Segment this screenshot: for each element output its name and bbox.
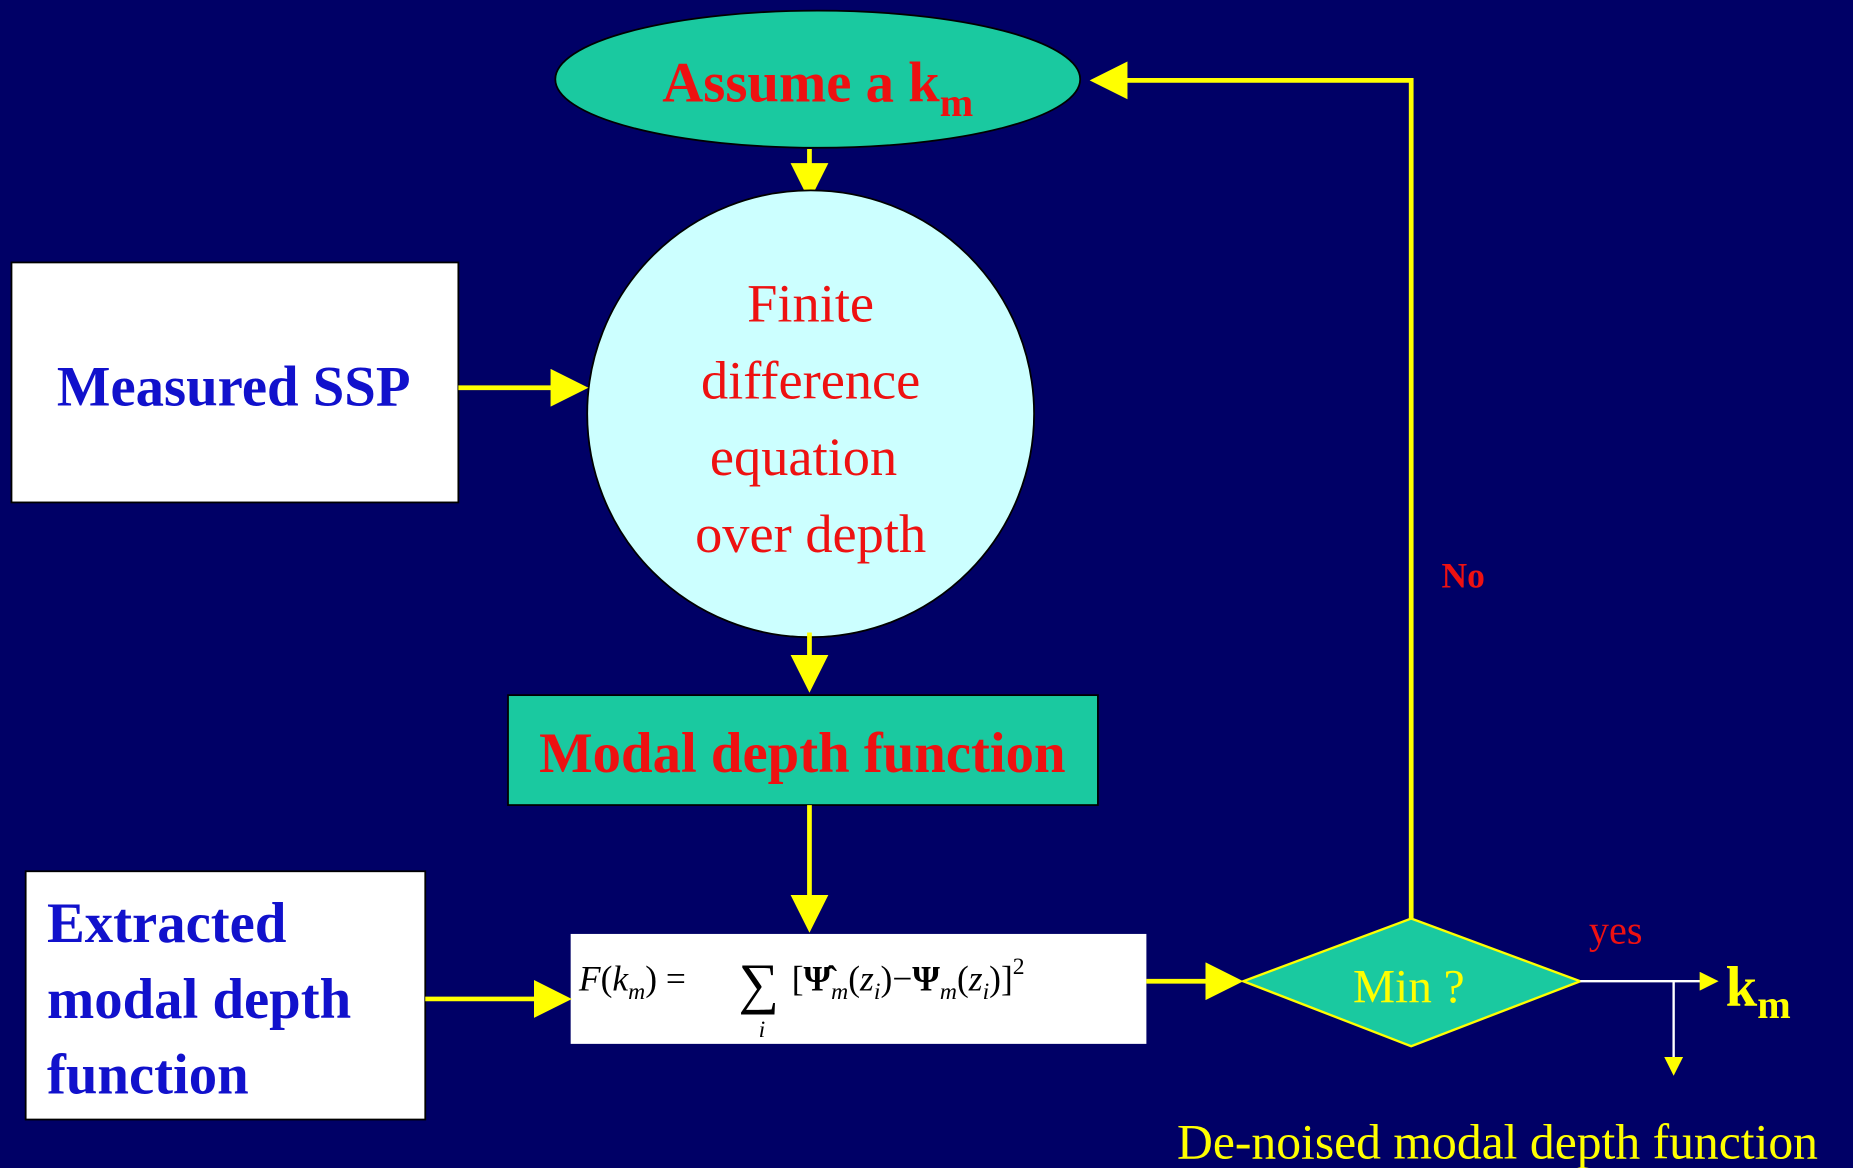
formula-part: z [968,959,983,999]
formula-lhs: F(km) = [578,959,686,1005]
min-label: Min ? [1353,961,1465,1013]
finite-line: equation [710,427,897,487]
formula-part: m [628,979,645,1005]
formula-sum: ∑ [739,952,779,1015]
formula-part: Ψ [912,959,940,999]
formula-part: i [983,979,990,1005]
output-text: k [1726,956,1758,1019]
finite-line: difference [701,350,920,410]
formula-part: [ [792,959,804,999]
formula-part: F [578,959,601,999]
denoised-label: De-noised modal depth function [1177,1115,1818,1168]
formula-part: )] [989,959,1013,999]
assume-label: Assume a km [662,52,973,125]
formula-part: 2 [1013,954,1025,980]
assume-text: Assume a k [662,52,940,115]
formula-part: ( [848,959,860,999]
formula-part: z [859,959,874,999]
no-arrow [1089,61,1414,919]
formula-rhs: [Ψ̂m(zi)−Ψm(zi)]2 [792,954,1025,1005]
extracted-line: function [47,1044,249,1107]
formula-part: m [940,979,957,1005]
formula-part: ( [601,959,613,999]
formula-part: m [831,979,848,1005]
finite-node [586,189,1035,639]
formula-part: k [612,959,629,999]
finite-line: over depth [695,504,926,564]
formula-part: ( [957,959,969,999]
formula-part: i [874,979,881,1005]
assume-sub: m [940,80,973,125]
formula-part: ) [645,959,657,999]
ssp-label: Measured SSP [57,355,411,418]
formula-index: i [759,1017,766,1043]
yes-label: yes [1589,907,1643,952]
extracted-node [24,870,427,1121]
no-label: No [1442,556,1485,596]
modal-node [507,694,1099,806]
assume-node [554,9,1082,149]
formula-part: ) [880,959,892,999]
formula-part: − [892,959,912,999]
output-sub: m [1757,982,1790,1027]
modal-label: Modal depth function [539,722,1065,785]
output-label: km [1726,956,1791,1027]
extracted-line: Extracted [47,892,286,955]
extracted-line: modal depth [47,968,351,1031]
formula-part: = [657,959,686,999]
ssp-node [10,261,460,504]
formula-node [570,933,1147,1044]
finite-line: Finite [747,274,874,334]
